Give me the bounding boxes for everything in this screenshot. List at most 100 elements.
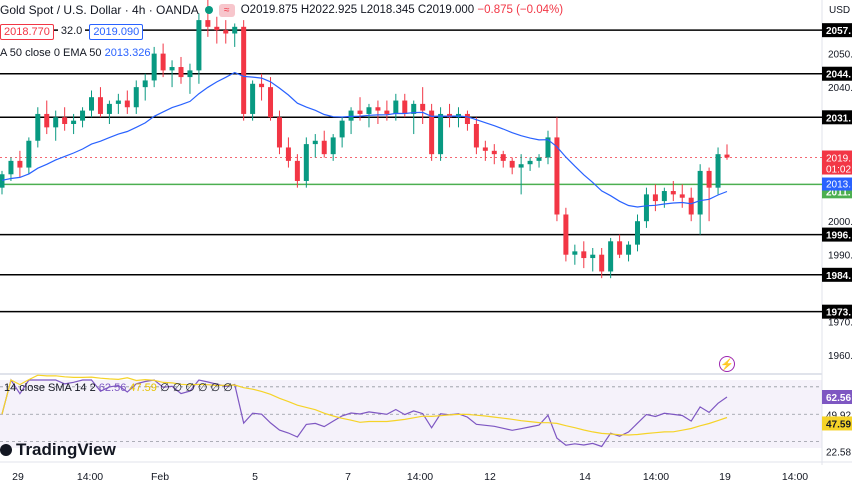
ema-50-line	[1, 71, 728, 208]
ema-legend[interactable]: A 50 close 0 EMA 50 2013.326	[0, 47, 150, 59]
candle-body-77	[688, 197, 694, 215]
ohlc-readout: O2019.875 H2022.925 L2018.345 C2019.000 …	[241, 4, 563, 16]
candle-body-73	[652, 194, 658, 202]
candle-body-9	[80, 110, 86, 121]
candle-body-62	[554, 137, 560, 215]
rsi-sma-line	[1, 374, 728, 436]
rsi-sma-legend-value: 47.59	[129, 382, 157, 394]
time-label-5: 14:00	[407, 471, 433, 483]
candle-body-0	[0, 174, 5, 188]
candle-body-36	[321, 140, 327, 155]
candle-body-45	[402, 100, 408, 114]
price-tick-label-3: 2000.	[828, 217, 852, 228]
level-label-1: 2044.	[826, 70, 851, 81]
candle-body-30	[268, 87, 274, 118]
candle-body-1	[8, 160, 14, 175]
time-label-3: 5	[252, 471, 258, 483]
rsi-legend-value: 62.56	[98, 382, 127, 394]
candle-body-55	[491, 150, 497, 155]
ema-legend-value: 2013.326	[104, 47, 151, 59]
candle-body-12	[106, 103, 112, 114]
candle-body-78	[697, 170, 703, 215]
ema-legend-label: A 50 close 0 EMA 50	[0, 47, 102, 59]
price-tick-label-6: 1960.	[828, 351, 852, 362]
candle-body-44	[393, 100, 399, 114]
buy-button[interactable]: 2019.090	[89, 24, 144, 40]
ohlc-open: O2019.875	[240, 4, 298, 16]
tradingview-logo[interactable]: TradingView	[0, 440, 116, 460]
current-price-label: 2019.	[826, 154, 851, 165]
candle-body-48	[429, 110, 435, 155]
candle-body-17	[151, 53, 157, 81]
candle-body-21	[187, 70, 193, 78]
candle-body-40	[357, 110, 363, 114]
flash-icon[interactable]: ⚡	[719, 356, 735, 372]
time-label-10: 14:00	[782, 471, 808, 483]
candle-body-33	[294, 160, 300, 181]
time-label-8: 14:00	[643, 471, 669, 483]
candle-body-80	[715, 154, 721, 188]
time-label-2: Feb	[151, 471, 169, 483]
candle-body-75	[670, 191, 676, 195]
candle-body-32	[285, 147, 291, 161]
level-label-4: 1984.	[826, 271, 851, 282]
price-tick-label-5: 1970.	[828, 318, 852, 329]
candle-body-54	[482, 147, 488, 151]
candle-body-31	[276, 117, 282, 148]
chart-header: Gold Spot / U.S. Dollar · 4h · OANDA ≈ O…	[0, 3, 563, 17]
sell-button[interactable]: 2018.770	[0, 24, 54, 40]
candle-body-61	[545, 137, 551, 158]
logo-text: TradingView	[16, 440, 116, 459]
ema-price-label: 2013.	[826, 180, 851, 191]
axis-labels: 2050.2040.2020.2000.1990.1970.1960.2057.…	[12, 23, 852, 483]
candle-body-19	[169, 67, 175, 71]
candle-body-6	[53, 117, 59, 128]
candle-body-46	[411, 103, 417, 114]
candle-body-47	[420, 103, 426, 111]
rsi-axis-label-0: 62.56	[826, 393, 851, 404]
candle-body-58	[518, 164, 524, 168]
candle-body-15	[133, 87, 139, 108]
candle-body-16	[142, 80, 148, 88]
price-tick-label-4: 1990.	[828, 251, 852, 262]
candles	[0, 0, 730, 279]
candle-body-57	[509, 160, 515, 168]
candle-body-68	[608, 241, 614, 272]
horizontal-levels	[0, 29, 822, 313]
candle-body-76	[679, 194, 685, 198]
candle-body-18	[160, 53, 166, 71]
level-label-box-0	[822, 23, 852, 38]
rsi-axis-label-1: 49.92	[826, 410, 851, 421]
level-label-box-3	[822, 227, 852, 242]
rsi-legend-extra: ∅ ∅ ∅ ∅ ∅ ∅	[159, 382, 233, 394]
candle-body-49	[438, 113, 444, 155]
wave-icon[interactable]: ≈	[218, 3, 235, 17]
current-price-box	[822, 150, 852, 175]
candle-body-67	[599, 254, 605, 272]
candle-body-42	[375, 107, 381, 111]
candle-body-81	[724, 154, 730, 158]
candle-body-27	[241, 26, 247, 114]
level-label-box-4	[822, 267, 852, 282]
candle-body-59	[527, 160, 533, 165]
candle-body-25	[223, 30, 229, 34]
candle-body-2	[17, 160, 23, 168]
level-label-5: 1973.	[826, 308, 851, 319]
candle-body-60	[536, 157, 542, 161]
candle-body-41	[366, 107, 372, 114]
candle-body-24	[214, 26, 220, 31]
candle-body-71	[634, 221, 640, 245]
spread-value: 32.0	[57, 24, 86, 40]
candle-body-52	[464, 113, 470, 124]
rsi-legend[interactable]: 14 close SMA 14 2 62.56 47.59 ∅ ∅ ∅ ∅ ∅ …	[4, 381, 233, 394]
candle-body-11	[97, 97, 103, 114]
time-label-1: 14:00	[77, 471, 103, 483]
rsi-lines	[0, 374, 822, 448]
level-label-box-5	[822, 304, 852, 319]
level-label-box-1	[822, 66, 852, 81]
candle-body-20	[178, 67, 184, 78]
time-label-0: 29	[12, 471, 24, 483]
symbol-title[interactable]: Gold Spot / U.S. Dollar · 4h · OANDA	[0, 3, 199, 17]
logo-icon	[0, 444, 12, 456]
